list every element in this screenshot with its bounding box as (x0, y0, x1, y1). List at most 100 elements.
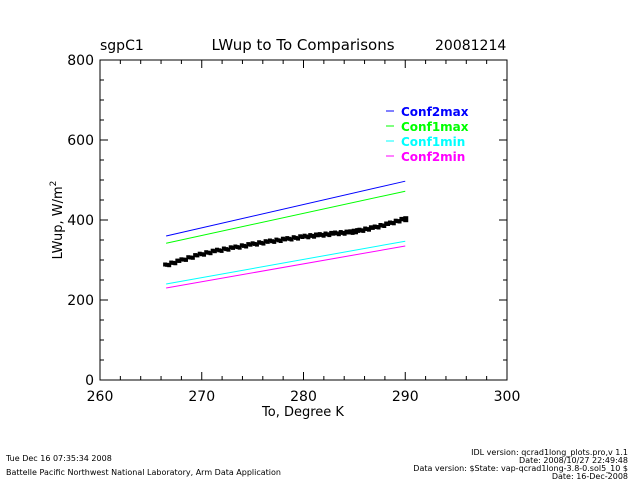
data-point (250, 241, 255, 246)
y-axis-label-text: LWup, W/m (51, 186, 66, 259)
data-point (285, 236, 290, 241)
data-point (246, 242, 251, 247)
data-point (267, 238, 272, 243)
data-point (272, 239, 277, 244)
x-tick-label: 300 (494, 389, 521, 405)
data-point (257, 240, 262, 245)
data-point (280, 236, 285, 241)
data-point (199, 252, 204, 257)
legend-label: Conf1max (401, 120, 469, 134)
data-point (376, 225, 381, 230)
data-point (165, 262, 170, 267)
data-point (278, 239, 283, 243)
legend-label: Conf1min (401, 135, 465, 149)
y-tick-label: 0 (85, 373, 94, 389)
data-point (248, 242, 253, 247)
footer-timestamp: Tue Dec 16 07:35:34 2008 (5, 454, 112, 463)
data-point (169, 260, 174, 265)
data-point (183, 257, 188, 262)
data-point (291, 235, 296, 240)
footer-data-version: Data version: $State: vap-qcrad1long-3.8… (413, 464, 628, 473)
data-point (219, 248, 224, 253)
data-point (241, 243, 246, 248)
data-point (342, 231, 347, 236)
data-point (237, 245, 242, 250)
y-tick-label: 400 (67, 213, 94, 229)
legend-label: Conf2min (401, 150, 465, 164)
data-point (210, 248, 215, 253)
series-line-conf2min (166, 245, 406, 289)
data-point (208, 251, 213, 256)
y-axis-label-sup: 2 (49, 181, 59, 187)
y-axis-label: LWup, W/m2 (49, 181, 66, 260)
data-point (195, 253, 200, 258)
date-label: 20081214 (435, 38, 506, 54)
data-point (300, 235, 305, 239)
data-point (252, 241, 257, 246)
data-point (217, 248, 222, 253)
series-line-conf1min (166, 240, 406, 285)
series-line-conf2max (166, 180, 406, 237)
data-point (235, 245, 240, 250)
data-point (244, 244, 249, 249)
data-point (204, 250, 209, 255)
data-point (361, 228, 366, 233)
data-point (190, 255, 195, 260)
data-point (186, 255, 191, 260)
data-point (367, 227, 372, 232)
data-point (188, 255, 193, 260)
data-point (306, 235, 311, 240)
chart-title: LWup to To Comparisons (211, 36, 394, 54)
data-point (175, 258, 180, 263)
data-point (283, 237, 288, 242)
data-point (296, 236, 301, 241)
y-tick-label: 600 (67, 133, 94, 149)
y-tick-label: 200 (67, 293, 94, 309)
data-point (215, 247, 220, 252)
data-point (350, 230, 355, 235)
data-point (221, 246, 226, 251)
data-point (397, 219, 402, 224)
footer-lab: Battelle Pacific Northwest National Labo… (6, 468, 281, 477)
data-point (224, 247, 229, 252)
data-point (391, 221, 396, 226)
x-tick-label: 260 (87, 389, 114, 405)
data-point (239, 243, 244, 248)
data-point (403, 216, 409, 223)
footer-idl-version: IDL version: qcrad1long_plots.pro,v 1.1 (471, 448, 628, 457)
x-tick-label: 280 (290, 389, 317, 405)
data-point (382, 224, 387, 228)
data-point (228, 245, 233, 250)
data-point (287, 236, 292, 241)
data-point (212, 249, 217, 254)
data-point (193, 253, 198, 258)
series-line-conf1max (166, 190, 406, 244)
data-point (177, 258, 182, 263)
data-point (181, 257, 186, 262)
data-point (265, 239, 270, 244)
data-point (274, 237, 279, 242)
data-point (226, 247, 231, 252)
data-point (202, 252, 207, 257)
data-point (233, 244, 238, 249)
x-tick-label: 290 (392, 389, 419, 405)
y-tick-label: 800 (67, 53, 94, 69)
x-axis-label: To, Degree K (261, 405, 344, 420)
data-point (336, 232, 341, 237)
data-point (263, 239, 268, 244)
site-label: sgpC1 (100, 38, 144, 54)
data-point (179, 257, 184, 262)
footer-data-date: Date: 16-Dec-2008 (552, 472, 628, 480)
data-point (231, 245, 236, 250)
data-point (197, 251, 202, 256)
data-point (327, 233, 332, 238)
data-point (270, 239, 275, 244)
footer-idl-date: Date: 2008/10/27 22:49:48 (519, 456, 628, 465)
data-point (171, 260, 176, 265)
data-point (163, 262, 168, 267)
data-point (206, 250, 211, 255)
data-point (289, 237, 294, 242)
data-point (259, 240, 264, 245)
data-point (354, 230, 359, 235)
data-point (298, 234, 303, 239)
